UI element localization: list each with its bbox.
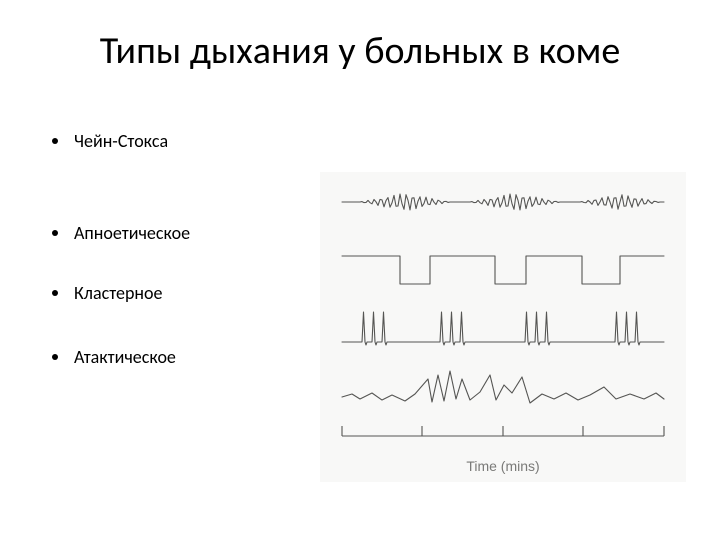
bullet-icon	[52, 138, 58, 144]
bullet-label: Кластерное	[74, 282, 163, 304]
bullet-icon	[52, 354, 58, 360]
bullet-label: Чейн-Стокса	[74, 130, 168, 152]
list-item: Атактическое	[52, 346, 190, 368]
list-item: Чейн-Стокса	[52, 130, 190, 152]
time-axis-label: Time (mins)	[320, 458, 686, 474]
list-item: Кластерное	[52, 282, 190, 304]
bullet-label: Атактическое	[74, 346, 176, 368]
list-item: Апноетическое	[52, 222, 190, 244]
bullet-icon	[52, 230, 58, 236]
waveforms-svg	[320, 172, 686, 462]
bullet-icon	[52, 290, 58, 296]
breathing-patterns-figure: Time (mins)	[320, 172, 686, 482]
page-title: Типы дыхания у больных в коме	[0, 28, 720, 74]
bullet-list: Чейн-Стокса Апноетическое Кластерное Ата…	[52, 130, 190, 368]
bullet-label: Апноетическое	[74, 222, 190, 244]
